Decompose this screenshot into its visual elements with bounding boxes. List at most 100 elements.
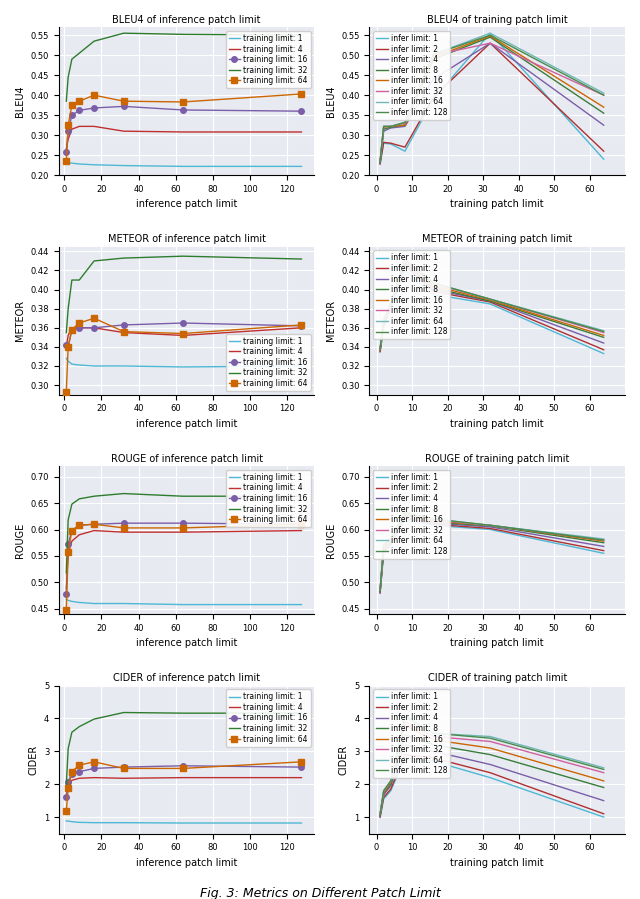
training limit: 4: (128, 0.598): 4: (128, 0.598) [298, 525, 305, 536]
training limit: 16: (32, 2.52): 16: (32, 2.52) [120, 761, 127, 772]
infer limit: 1: (32, 0.385): 1: (32, 0.385) [486, 298, 494, 309]
infer limit: 1: (2, 0.555): 1: (2, 0.555) [380, 547, 387, 558]
infer limit: 1: (8, 0.42): 1: (8, 0.42) [401, 265, 409, 276]
training limit: 16: (16, 2.48): 16: (16, 2.48) [90, 763, 98, 774]
Line: infer limit: 32: infer limit: 32 [380, 261, 604, 349]
Title: METEOR of training patch limit: METEOR of training patch limit [422, 235, 572, 245]
Title: ROUGE of inference patch limit: ROUGE of inference patch limit [111, 454, 263, 464]
training limit: 16: (2, 0.572): 16: (2, 0.572) [65, 539, 72, 549]
training limit: 1: (16, 0.32): 1: (16, 0.32) [90, 360, 98, 371]
training limit: 4: (4, 2.12): 4: (4, 2.12) [68, 775, 76, 786]
infer limit: 4: (32, 2.6): 4: (32, 2.6) [486, 759, 494, 770]
infer limit: 4: (2, 0.365): 4: (2, 0.365) [380, 317, 387, 328]
infer limit: 32: (64, 0.58): 32: (64, 0.58) [600, 535, 607, 546]
infer limit: 64: (8, 4.1): 64: (8, 4.1) [401, 709, 409, 720]
training limit: 64: (16, 2.68): 64: (16, 2.68) [90, 756, 98, 767]
training limit: 16: (32, 0.363): 16: (32, 0.363) [120, 319, 127, 330]
infer limit: 8: (64, 1.9): 8: (64, 1.9) [600, 782, 607, 793]
infer limit: 64: (4, 0.322): 64: (4, 0.322) [387, 121, 395, 132]
infer limit: 128: (2, 1.8): 128: (2, 1.8) [380, 786, 387, 797]
infer limit: 8: (16, 0.49): 8: (16, 0.49) [429, 54, 437, 65]
infer limit: 128: (16, 0.62): 128: (16, 0.62) [429, 513, 437, 524]
Line: infer limit: 64: infer limit: 64 [380, 512, 604, 590]
infer limit: 4: (4, 1.95): 4: (4, 1.95) [387, 780, 395, 791]
infer limit: 64: (1, 0.235): 64: (1, 0.235) [376, 156, 384, 166]
infer limit: 1: (8, 0.26): 1: (8, 0.26) [401, 146, 409, 156]
training limit: 4: (64, 2.2): 4: (64, 2.2) [179, 772, 187, 783]
Line: infer limit: 4: infer limit: 4 [380, 516, 604, 592]
Line: training limit: 32: training limit: 32 [67, 33, 301, 102]
infer limit: 1: (16, 0.608): 1: (16, 0.608) [429, 520, 437, 530]
training limit: 1: (2, 0.232): 1: (2, 0.232) [65, 157, 72, 168]
Line: infer limit: 64: infer limit: 64 [380, 33, 604, 161]
infer limit: 2: (4, 0.382): 2: (4, 0.382) [387, 301, 395, 312]
infer limit: 1: (8, 2.8): 1: (8, 2.8) [401, 752, 409, 763]
Line: infer limit: 128: infer limit: 128 [380, 512, 604, 590]
training limit: 32: (4, 0.648): 32: (4, 0.648) [68, 499, 76, 510]
training limit: 64: (4, 0.358): 64: (4, 0.358) [68, 325, 76, 335]
training limit: 32: (64, 4.16): 32: (64, 4.16) [179, 708, 187, 718]
infer limit: 1: (4, 0.57): 1: (4, 0.57) [387, 540, 395, 551]
training limit: 4: (128, 0.308): 4: (128, 0.308) [298, 127, 305, 138]
infer limit: 128: (64, 0.4): 128: (64, 0.4) [600, 90, 607, 101]
infer limit: 1: (32, 0.6): 1: (32, 0.6) [486, 524, 494, 535]
training limit: 1: (64, 0.222): 1: (64, 0.222) [179, 161, 187, 172]
infer limit: 64: (2, 1.8): 64: (2, 1.8) [380, 786, 387, 797]
infer limit: 16: (16, 0.495): 16: (16, 0.495) [429, 52, 437, 63]
infer limit: 8: (1, 1.05): 8: (1, 1.05) [376, 810, 384, 821]
infer limit: 2: (16, 2.8): 2: (16, 2.8) [429, 752, 437, 763]
infer limit: 2: (2, 0.558): 2: (2, 0.558) [380, 547, 387, 557]
training limit: 32: (32, 0.433): 32: (32, 0.433) [120, 253, 127, 263]
training limit: 1: (128, 0.222): 1: (128, 0.222) [298, 161, 305, 172]
infer limit: 32: (8, 3.9): 32: (8, 3.9) [401, 717, 409, 727]
training limit: 32: (128, 0.55): 32: (128, 0.55) [298, 30, 305, 40]
Line: infer limit: 128: infer limit: 128 [380, 35, 604, 161]
training limit: 64: (32, 0.385): 64: (32, 0.385) [120, 96, 127, 107]
infer limit: 4: (32, 0.388): 4: (32, 0.388) [486, 296, 494, 307]
infer limit: 64: (2, 0.322): 64: (2, 0.322) [380, 121, 387, 132]
training limit: 4: (2, 0.555): 4: (2, 0.555) [65, 547, 72, 558]
training limit: 4: (64, 0.308): 4: (64, 0.308) [179, 127, 187, 138]
training limit: 16: (4, 2.32): 16: (4, 2.32) [68, 769, 76, 779]
infer limit: 128: (32, 0.39): 128: (32, 0.39) [486, 294, 494, 305]
infer limit: 128: (4, 0.386): 128: (4, 0.386) [387, 298, 395, 308]
infer limit: 64: (2, 0.368): 64: (2, 0.368) [380, 315, 387, 325]
infer limit: 128: (2, 0.368): 128: (2, 0.368) [380, 315, 387, 325]
training limit: 32: (64, 0.435): 32: (64, 0.435) [179, 251, 187, 262]
infer limit: 4: (2, 0.562): 4: (2, 0.562) [380, 544, 387, 555]
X-axis label: inference patch limit: inference patch limit [136, 200, 237, 209]
training limit: 32: (8, 0.41): 32: (8, 0.41) [76, 275, 83, 286]
training limit: 16: (8, 2.38): 16: (8, 2.38) [76, 766, 83, 777]
training limit: 4: (32, 0.355): 4: (32, 0.355) [120, 327, 127, 338]
training limit: 4: (16, 0.598): 4: (16, 0.598) [90, 525, 98, 536]
training limit: 1: (8, 0.228): 1: (8, 0.228) [76, 158, 83, 169]
infer limit: 8: (64, 0.575): 8: (64, 0.575) [600, 538, 607, 548]
Line: infer limit: 1: infer limit: 1 [380, 271, 604, 353]
training limit: 32: (16, 0.535): 32: (16, 0.535) [90, 36, 98, 47]
training limit: 1: (4, 0.464): 1: (4, 0.464) [68, 596, 76, 607]
training limit: 64: (2, 1.88): 64: (2, 1.88) [65, 783, 72, 794]
Line: infer limit: 16: infer limit: 16 [380, 513, 604, 591]
Line: training limit: 1: training limit: 1 [67, 600, 301, 604]
infer limit: 8: (16, 0.402): 8: (16, 0.402) [429, 282, 437, 293]
infer limit: 128: (8, 4.05): 128: (8, 4.05) [401, 711, 409, 722]
Line: training limit: 4: training limit: 4 [67, 127, 301, 149]
training limit: 16: (8, 0.608): 16: (8, 0.608) [76, 520, 83, 530]
training limit: 64: (16, 0.4): 64: (16, 0.4) [90, 90, 98, 101]
Line: training limit: 16: training limit: 16 [63, 320, 304, 350]
Legend: infer limit: 1, infer limit: 2, infer limit: 4, infer limit: 8, infer limit: 16,: infer limit: 1, infer limit: 2, infer li… [373, 470, 451, 558]
Line: infer limit: 16: infer limit: 16 [380, 725, 604, 814]
infer limit: 8: (16, 0.614): 8: (16, 0.614) [429, 517, 437, 528]
infer limit: 32: (4, 2.08): 32: (4, 2.08) [387, 776, 395, 787]
infer limit: 2: (8, 2.9): 2: (8, 2.9) [401, 749, 409, 760]
X-axis label: training patch limit: training patch limit [451, 638, 544, 648]
infer limit: 8: (4, 0.32): 8: (4, 0.32) [387, 121, 395, 132]
Line: training limit: 16: training limit: 16 [63, 521, 304, 597]
training limit: 4: (64, 0.352): 4: (64, 0.352) [179, 330, 187, 341]
infer limit: 32: (64, 0.355): 32: (64, 0.355) [600, 327, 607, 338]
infer limit: 4: (16, 3): 4: (16, 3) [429, 746, 437, 757]
Title: BLEU4 of inference patch limit: BLEU4 of inference patch limit [113, 15, 261, 25]
infer limit: 64: (1, 0.338): 64: (1, 0.338) [376, 343, 384, 354]
infer limit: 8: (8, 3.5): 8: (8, 3.5) [401, 729, 409, 740]
training limit: 4: (128, 0.36): 4: (128, 0.36) [298, 323, 305, 334]
